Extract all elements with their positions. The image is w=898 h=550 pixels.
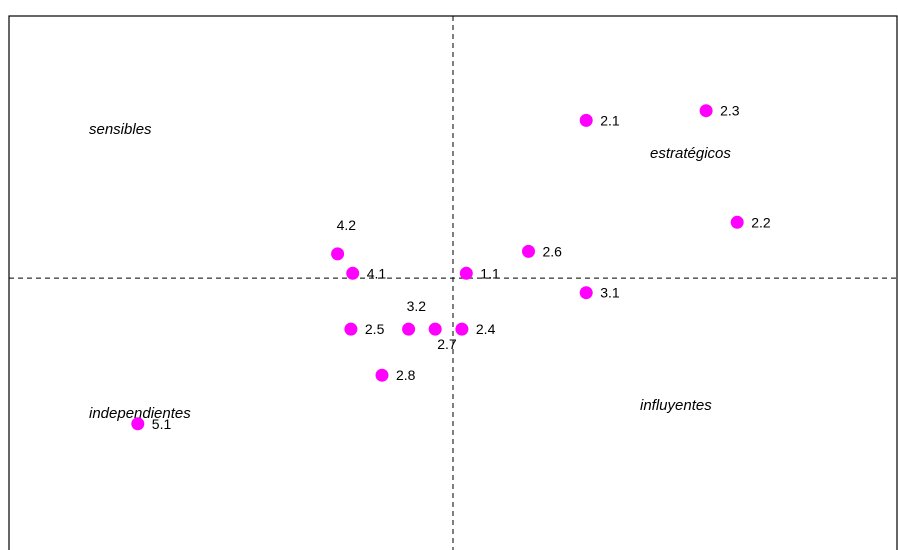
data-point-4-1 (346, 266, 360, 280)
data-point-3-1 (579, 286, 593, 300)
data-point-1-1 (459, 266, 473, 280)
point-label-2-4: 2.4 (476, 321, 496, 337)
quadrant-label-sensibles: sensibles (89, 121, 152, 138)
data-point-2-4 (455, 322, 469, 336)
point-label-2-2: 2.2 (751, 214, 771, 230)
quadrant-label-estrategicos: estratégicos (650, 145, 731, 162)
point-label-2-1: 2.1 (600, 112, 620, 128)
quadrant-label-influyentes: influyentes (640, 397, 712, 414)
point-label-2-7: 2.7 (437, 336, 457, 352)
quadrant-label-independientes: independientes (89, 405, 191, 422)
data-point-2-5 (344, 322, 358, 336)
data-point-3-2 (402, 322, 416, 336)
data-point-2-6 (522, 244, 535, 258)
point-label-2-6: 2.6 (543, 243, 563, 259)
point-label-2-8: 2.8 (396, 367, 416, 383)
point-label-3-1: 3.1 (600, 285, 620, 301)
data-point-5-1 (131, 417, 145, 431)
points-layer: 2.1 2.3 2.2 2.6 1.1 3.1 4.2 4.1 3.2 2.5 2.7 2.4 2.8 5… (131, 103, 771, 432)
data-point-2-1 (579, 113, 593, 127)
point-label-4-1: 4.1 (367, 265, 387, 281)
point-label-2-5: 2.5 (365, 321, 385, 337)
data-point-2-2 (730, 215, 744, 229)
point-label-2-3: 2.3 (720, 103, 740, 119)
data-point-4-2 (331, 247, 345, 261)
point-label-4-2: 4.2 (337, 217, 357, 233)
point-label-5-1: 5.1 (152, 416, 172, 432)
data-point-2-7 (428, 322, 442, 336)
point-label-1-1: 1.1 (480, 265, 500, 281)
data-point-2-8 (375, 368, 389, 382)
data-point-2-3 (699, 104, 713, 118)
point-label-3-2: 3.2 (407, 298, 427, 314)
